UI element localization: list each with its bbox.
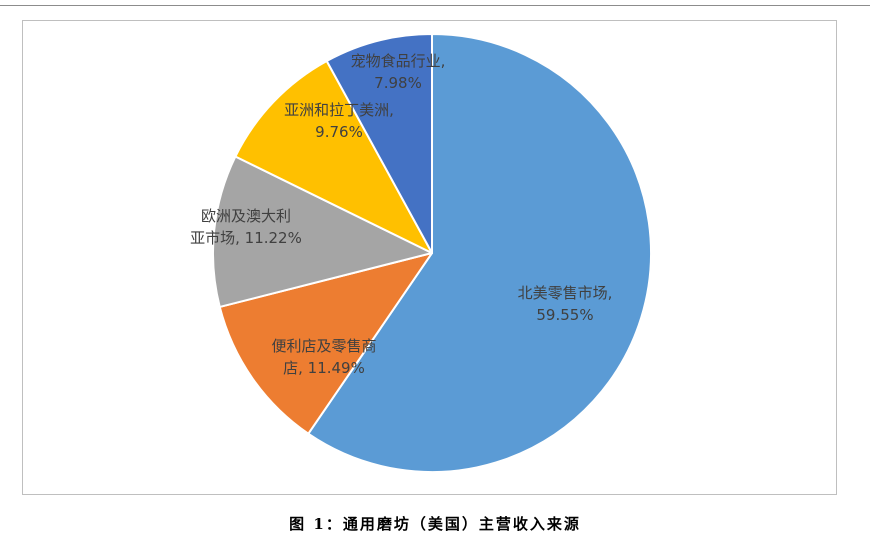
slices-layer	[212, 33, 653, 473]
pie-slice-3	[212, 155, 433, 308]
slice-label-1-line-2: 59.55%	[536, 306, 593, 324]
slice-label-3: 欧洲及澳大利亚市场, 11.22%	[190, 207, 302, 247]
labels-layer: 北美零售市场, 59.55% 便利店及零售商店, 11.49% 欧洲及澳大利亚市场, …	[190, 52, 612, 377]
slice-label-2: 便利店及零售商店, 11.49%	[271, 337, 376, 377]
chart-frame: 北美零售市场, 59.55% 便利店及零售商店, 11.49% 欧洲及澳大利亚市场, …	[22, 20, 837, 495]
slice-label-4-line-1: 亚洲和拉丁美洲,	[284, 101, 394, 119]
slice-label-5-line-1: 宠物食品行业,	[351, 52, 446, 70]
pie-slice-1	[307, 33, 653, 473]
slice-label-3-line-1: 欧洲及澳大利	[201, 207, 291, 225]
pie-slice-4	[234, 59, 433, 254]
pie-slice-5	[325, 33, 433, 254]
slice-label-5-line-2: 7.98%	[374, 74, 422, 92]
top-rule	[0, 5, 870, 6]
slice-label-3-line-2: 亚市场, 11.22%	[190, 229, 302, 247]
slice-label-4: 亚洲和拉丁美洲, 9.76%	[284, 101, 394, 141]
slice-label-1: 北美零售市场, 59.55%	[518, 284, 613, 324]
slice-label-2-line-1: 便利店及零售商	[271, 337, 376, 355]
slice-label-4-line-2: 9.76%	[315, 123, 363, 141]
pie-chart: 北美零售市场, 59.55% 便利店及零售商店, 11.49% 欧洲及澳大利亚市场, …	[190, 33, 653, 473]
slice-label-2-line-2: 店, 11.49%	[283, 359, 365, 377]
slice-label-5: 宠物食品行业, 7.98%	[351, 52, 446, 92]
figure-caption: 图 1：通用磨坊（美国）主营收入来源	[289, 515, 581, 533]
slice-label-1-line-1: 北美零售市场,	[518, 284, 613, 302]
pie-slice-2	[218, 252, 433, 435]
